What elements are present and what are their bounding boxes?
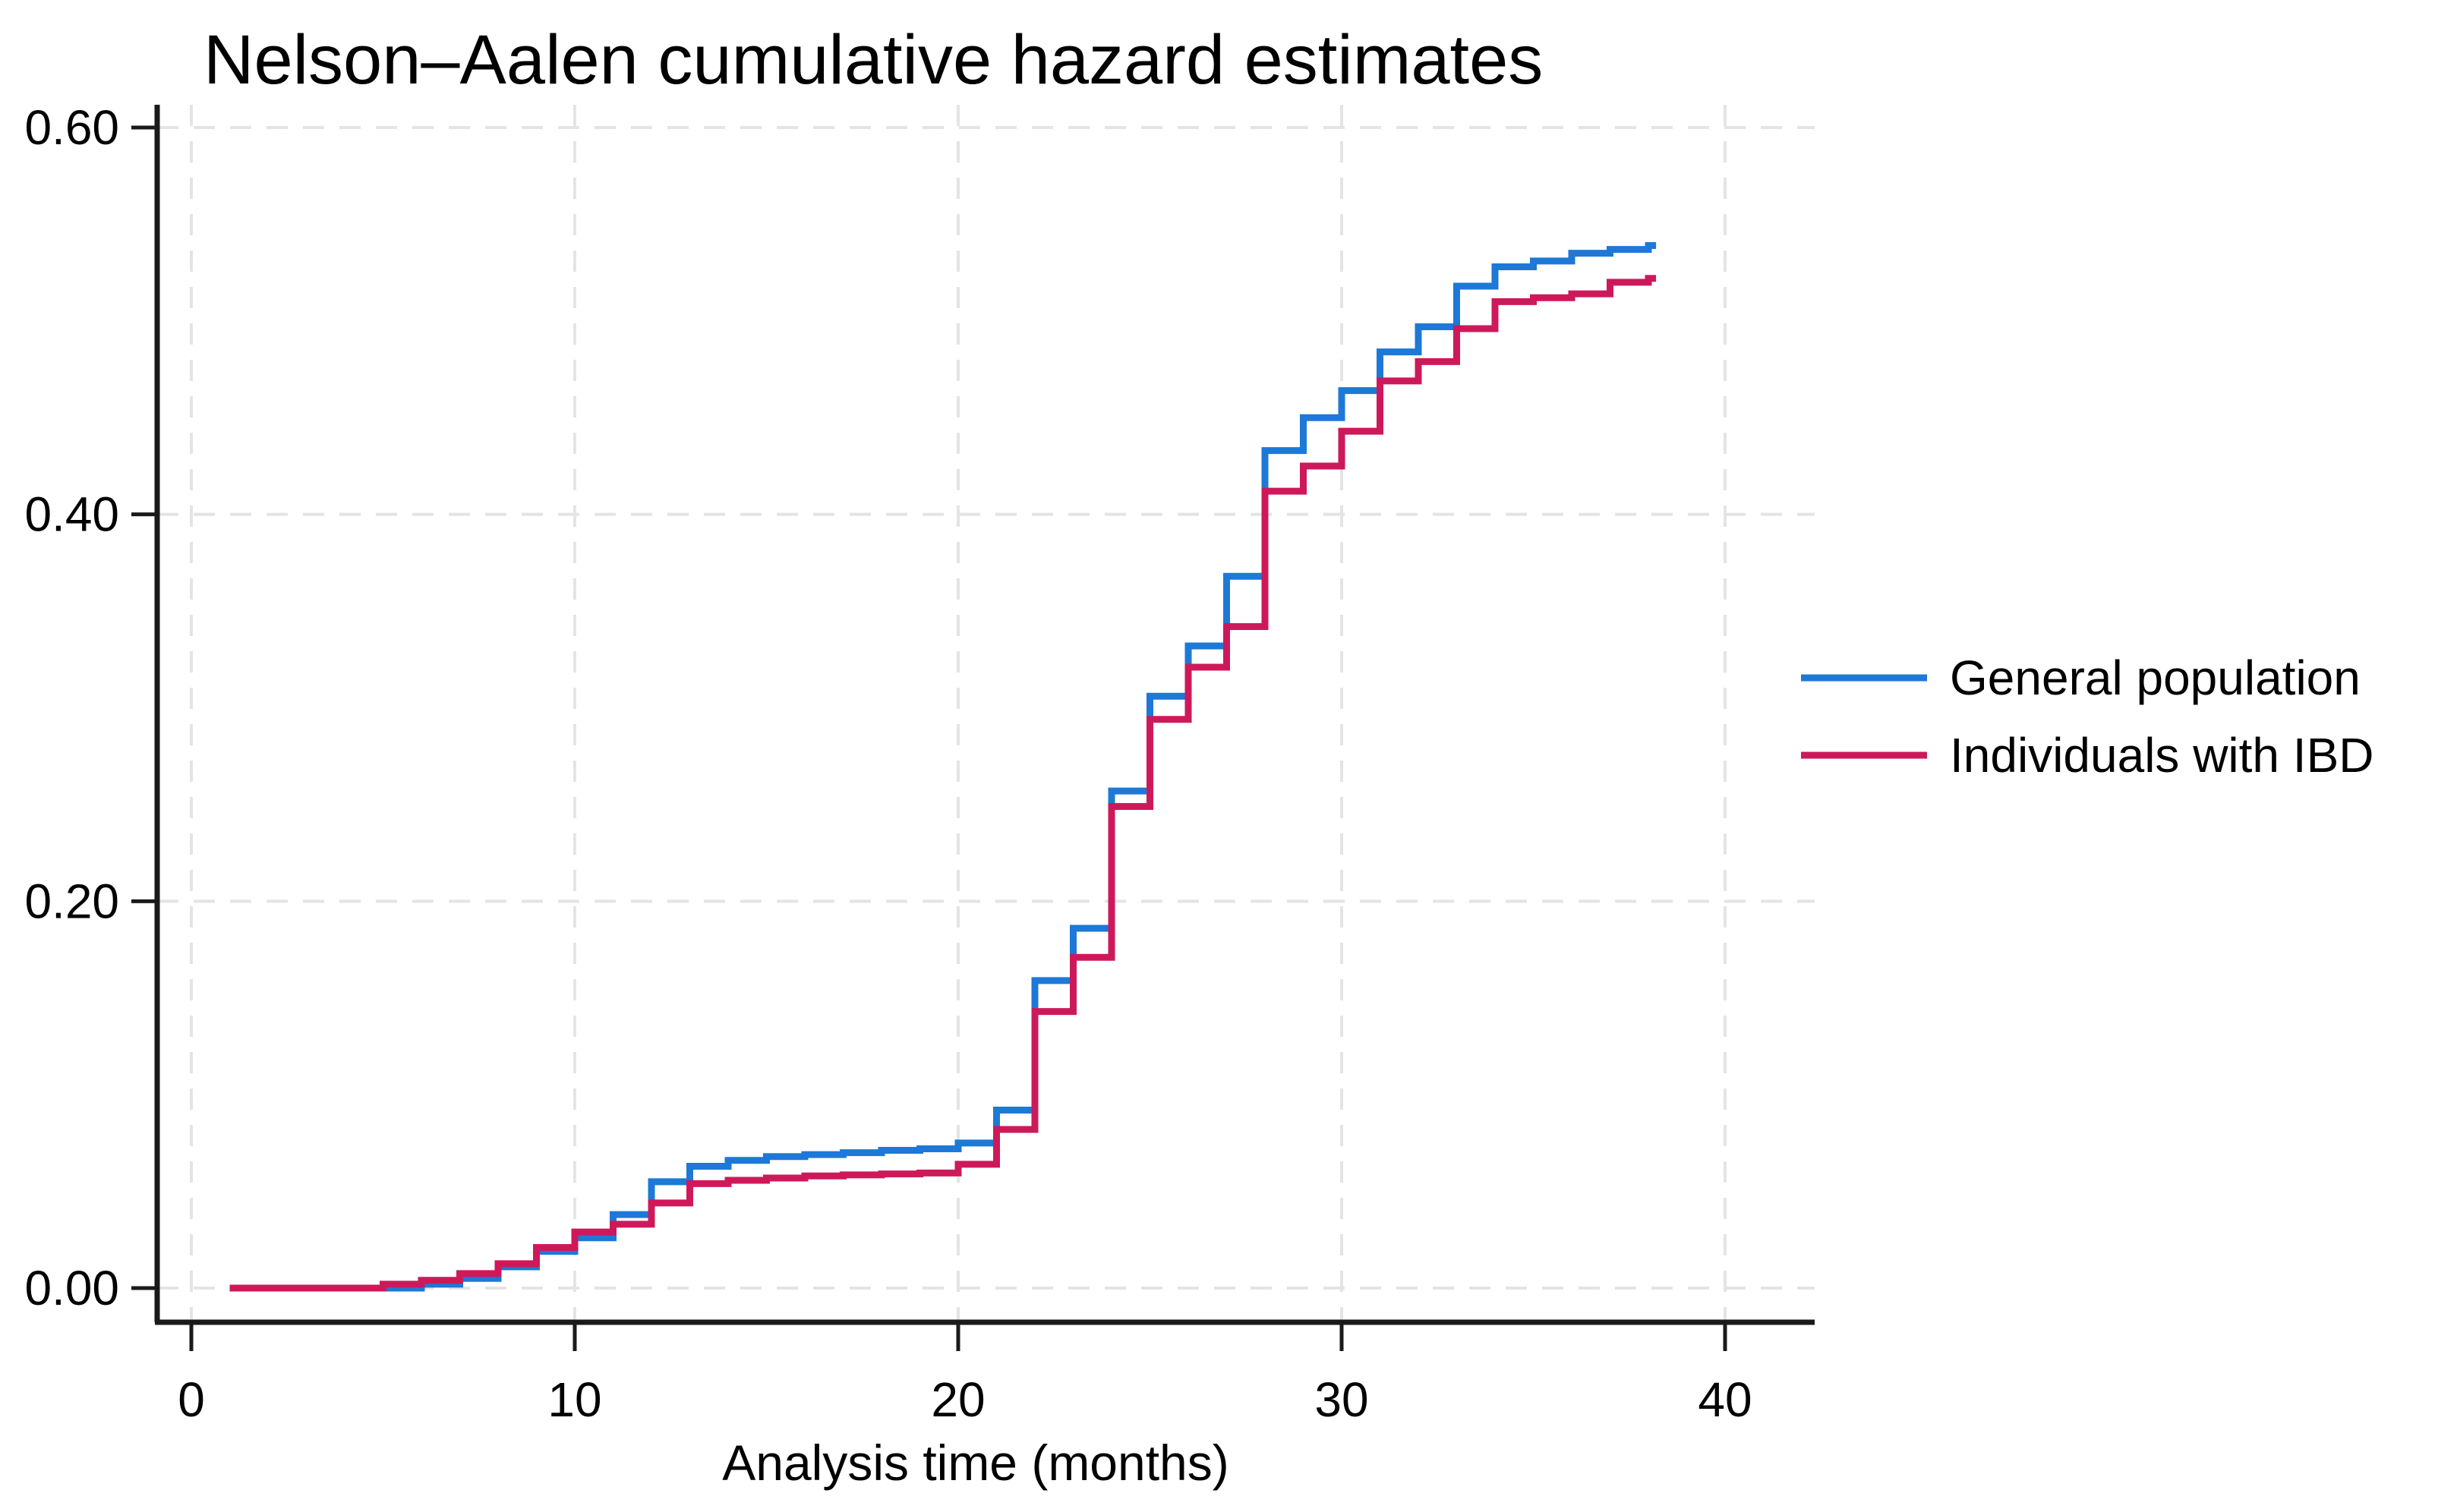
legend-item-general-population: General population — [1801, 650, 2361, 705]
x-tick-label-40: 40 — [1698, 1372, 1752, 1427]
chart-title: Nelson–Aalen cumulative hazard estimates — [203, 21, 1543, 99]
legend-label-general-population: General population — [1950, 650, 2361, 705]
x-tick-label-30: 30 — [1314, 1372, 1368, 1427]
series-line-general-population — [229, 241, 1657, 1292]
series-lines — [229, 241, 1657, 1292]
y-tick-label-0.20: 0.20 — [24, 874, 119, 928]
y-tick-label-0.00: 0.00 — [24, 1261, 119, 1315]
gridlines — [157, 105, 1815, 1322]
x-tick-label-10: 10 — [547, 1372, 601, 1427]
x-tick-label-0: 0 — [178, 1372, 205, 1427]
x-tick-label-20: 20 — [931, 1372, 985, 1427]
legend: General population Individuals with IBD — [1801, 650, 2373, 783]
y-tick-label-0.60: 0.60 — [24, 100, 119, 155]
series-line-individuals-with-ibd — [229, 275, 1657, 1292]
axes: 0.00 0.20 0.40 0.60 0 10 20 30 40 — [24, 100, 1815, 1427]
legend-item-individuals-with-ibd: Individuals with IBD — [1801, 728, 2373, 783]
legend-label-individuals-with-ibd: Individuals with IBD — [1950, 728, 2373, 783]
y-tick-label-0.40: 0.40 — [24, 487, 119, 542]
x-axis-title: Analysis time (months) — [722, 1435, 1229, 1491]
